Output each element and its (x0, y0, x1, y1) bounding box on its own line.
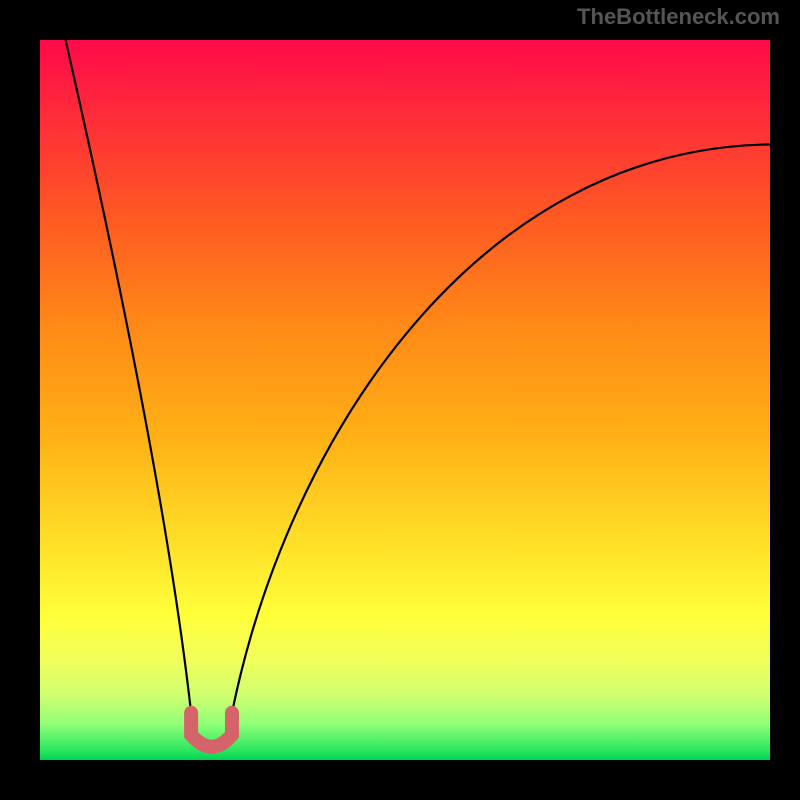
bottleneck-curve-left (66, 40, 192, 713)
bottleneck-curve-right (232, 144, 770, 712)
valley-dot-bottom-left (189, 732, 202, 745)
curves-svg (40, 40, 770, 760)
frame-border-left (0, 0, 40, 800)
plot-area (40, 40, 770, 760)
valley-dot-bottom-right (221, 732, 234, 745)
watermark-text: TheBottleneck.com (577, 4, 780, 30)
frame-border-right (770, 0, 800, 800)
valley-dot-right (225, 706, 238, 719)
chart-frame: TheBottleneck.com (0, 0, 800, 800)
valley-dot-left (185, 706, 198, 719)
frame-border-bottom (0, 760, 800, 800)
